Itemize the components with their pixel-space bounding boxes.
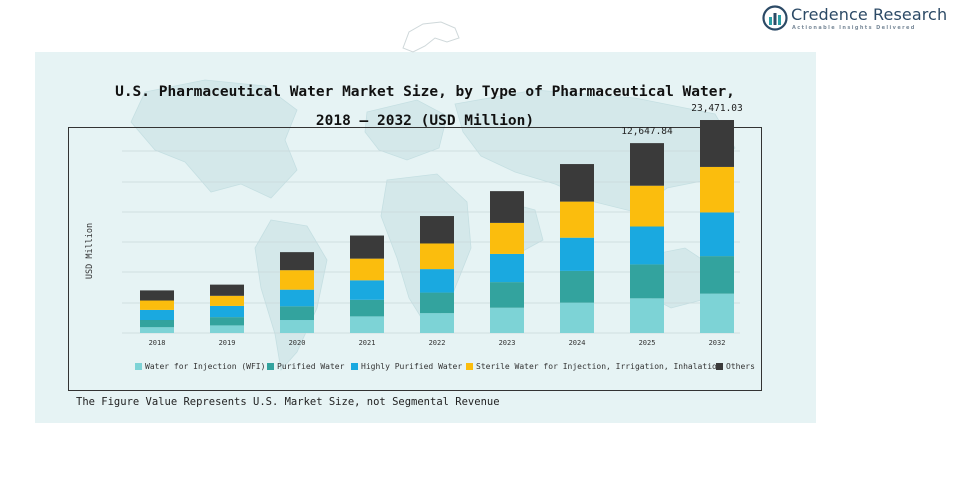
bar-segment-2025-5 bbox=[630, 143, 664, 186]
bar-segment-2020-5 bbox=[280, 252, 314, 271]
legend-swatch bbox=[135, 363, 142, 370]
bar-segment-2023-3 bbox=[490, 253, 524, 283]
x-tick-label: 2020 bbox=[289, 339, 306, 347]
bar-segment-2018-3 bbox=[140, 309, 174, 321]
bar-segment-2018-4 bbox=[140, 300, 174, 310]
bar-segment-2020-3 bbox=[280, 289, 314, 307]
bar-segment-2021-5 bbox=[350, 235, 384, 259]
legend-item: Purified Water bbox=[267, 362, 344, 371]
chart-legend: Water for Injection (WFI) Purified Water H… bbox=[135, 362, 760, 376]
plot-frame bbox=[68, 127, 762, 391]
brand-name: Credence Research bbox=[791, 5, 948, 24]
chart-title-line-2: 2018 – 2032 (USD Million) bbox=[315, 113, 535, 129]
credence-logo-icon bbox=[762, 5, 788, 31]
legend-swatch bbox=[466, 363, 473, 370]
bar-segment-2032-3 bbox=[700, 212, 734, 257]
bar-segment-2025-4 bbox=[630, 185, 664, 227]
bar-segment-2032-2 bbox=[700, 256, 734, 294]
bar-segment-2032-5 bbox=[700, 120, 734, 167]
map-outline-overflow bbox=[402, 21, 460, 53]
bar-segment-2023-4 bbox=[490, 222, 524, 254]
bar-segment-2021-2 bbox=[350, 299, 384, 317]
bar-segment-2021-4 bbox=[350, 258, 384, 281]
chart-footnote: The Figure Value Represents U.S. Market … bbox=[76, 396, 500, 408]
bar-segment-2024-5 bbox=[560, 164, 594, 202]
bar-segment-2025-1 bbox=[630, 298, 664, 333]
bar-segment-2020-4 bbox=[280, 270, 314, 290]
x-tick-label: 2025 bbox=[639, 339, 656, 347]
bar-segment-2021-3 bbox=[350, 280, 384, 300]
y-axis-label: USD Million bbox=[85, 223, 95, 279]
bar-segment-2019-3 bbox=[210, 305, 244, 318]
legend-swatch bbox=[267, 363, 274, 370]
legend-item: Sterile Water for Injection, Irrigation,… bbox=[466, 362, 722, 371]
brand-logo: Credence Research Actionable Insights De… bbox=[762, 4, 972, 34]
x-tick-label: 2019 bbox=[219, 339, 236, 347]
bar-segment-2032-1 bbox=[700, 293, 734, 333]
bar-segment-2019-1 bbox=[210, 325, 244, 333]
bar-segment-2022-5 bbox=[420, 216, 454, 244]
brand-tagline: Actionable Insights Delivered bbox=[792, 25, 916, 31]
bar-segment-2024-3 bbox=[560, 237, 594, 271]
legend-label: Others bbox=[726, 362, 755, 371]
legend-label: Water for Injection (WFI) bbox=[145, 362, 266, 371]
legend-item: Water for Injection (WFI) bbox=[135, 362, 265, 371]
labels: 2018 2019 2020 2021 2022 2023 2024 2025 2032 12,6… bbox=[149, 103, 743, 347]
x-tick-label: 2021 bbox=[359, 339, 376, 347]
x-tick-label: 2018 bbox=[149, 339, 166, 347]
data-label: 23,471.03 bbox=[691, 103, 742, 114]
bar-segment-2018-1 bbox=[140, 327, 174, 333]
bar-segment-2022-4 bbox=[420, 243, 454, 270]
bar-segment-2024-1 bbox=[560, 302, 594, 333]
bar-segment-2018-5 bbox=[140, 290, 174, 301]
x-tick-label: 2023 bbox=[499, 339, 516, 347]
bar-segment-2025-3 bbox=[630, 226, 664, 265]
legend-label: Sterile Water for Injection, Irrigation,… bbox=[476, 362, 722, 371]
bar-segment-2019-5 bbox=[210, 284, 244, 296]
bar-segment-2020-1 bbox=[280, 320, 314, 333]
x-tick-label: 2022 bbox=[429, 339, 446, 347]
bar-segment-2019-4 bbox=[210, 295, 244, 306]
bar-segment-2024-2 bbox=[560, 270, 594, 303]
bar-segment-2022-1 bbox=[420, 313, 454, 333]
bar-segment-2023-5 bbox=[490, 191, 524, 223]
legend-item: Others bbox=[716, 362, 755, 371]
bar-segment-2024-4 bbox=[560, 201, 594, 238]
x-tick-label: 2024 bbox=[569, 339, 586, 347]
bar-segment-2022-3 bbox=[420, 269, 454, 293]
bar-segment-2022-2 bbox=[420, 292, 454, 314]
bar-segment-2018-2 bbox=[140, 320, 174, 328]
bar-segment-2021-1 bbox=[350, 316, 384, 333]
x-tick-label: 2032 bbox=[709, 339, 726, 347]
chart-title-line-1: U.S. Pharmaceutical Water Market Size, b… bbox=[115, 84, 735, 100]
chart-title: U.S. Pharmaceutical Water Market Size, b… bbox=[80, 78, 770, 136]
bar-segment-2032-4 bbox=[700, 166, 734, 213]
data-label: 12,647.84 bbox=[621, 126, 673, 137]
legend-label: Highly Purified Water bbox=[361, 362, 463, 371]
legend-item: Highly Purified Water bbox=[351, 362, 462, 371]
bar-segment-2019-2 bbox=[210, 317, 244, 326]
bar-segment-2023-2 bbox=[490, 282, 524, 308]
bar-segment-2020-2 bbox=[280, 306, 314, 321]
bars bbox=[140, 120, 734, 333]
legend-swatch bbox=[351, 363, 358, 370]
legend-swatch bbox=[716, 363, 723, 370]
bar-segment-2025-2 bbox=[630, 264, 664, 299]
bar-segment-2023-1 bbox=[490, 307, 524, 333]
legend-label: Purified Water bbox=[277, 362, 345, 371]
